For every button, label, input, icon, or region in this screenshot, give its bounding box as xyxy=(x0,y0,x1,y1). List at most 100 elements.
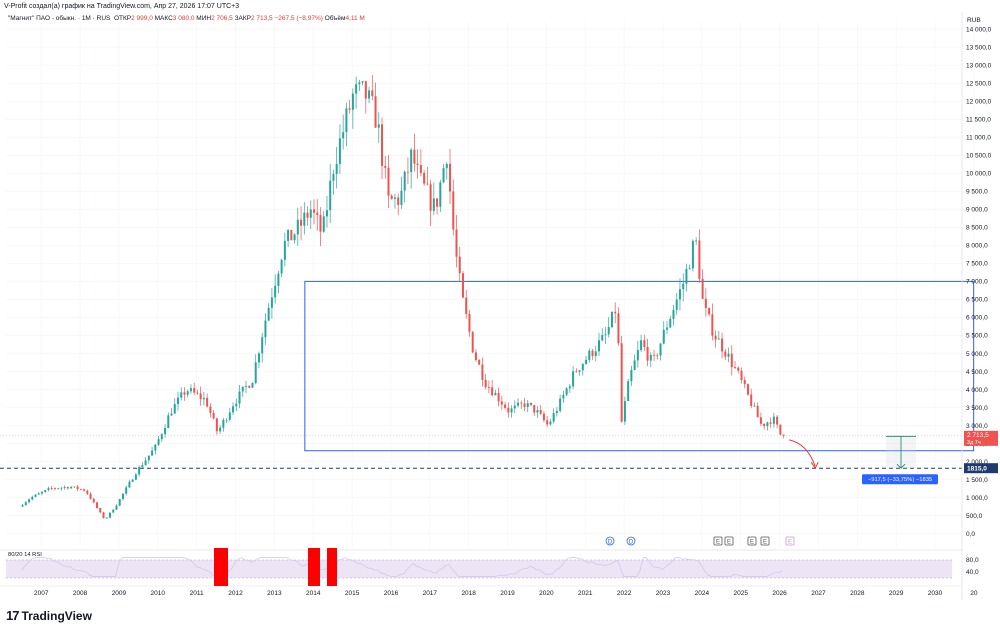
candle-body xyxy=(597,340,601,352)
candle-body xyxy=(458,256,461,274)
x-tick-label: 2020 xyxy=(539,590,554,597)
candle-body xyxy=(708,308,711,315)
y-tick-label: 2 000,0 xyxy=(966,459,988,466)
low-value: 2 706,5 xyxy=(211,15,233,22)
high-value: 3 080,0 xyxy=(172,15,195,22)
candle-body xyxy=(416,163,419,166)
candle-body xyxy=(79,489,82,490)
x-tick-label: 2022 xyxy=(617,590,632,597)
candle-body xyxy=(539,410,542,414)
candle-body xyxy=(381,124,384,166)
candle-body xyxy=(157,439,160,445)
candles xyxy=(21,74,785,519)
candle-body xyxy=(581,363,584,371)
candle-body xyxy=(400,190,403,205)
candle-body xyxy=(319,215,322,232)
event-marker-label: E xyxy=(763,540,767,546)
close-value: 2 713,5 xyxy=(250,15,273,22)
candle-body xyxy=(439,182,442,207)
candle-body xyxy=(180,392,183,398)
candle-body xyxy=(649,354,652,361)
level-tag-bg xyxy=(964,463,998,474)
y-tick-label: 9 000,0 xyxy=(966,207,988,214)
candle-body xyxy=(698,240,701,279)
x-tick-label: 2026 xyxy=(772,590,787,597)
candle-body xyxy=(653,354,656,356)
y-tick-label: 4 000,0 xyxy=(966,387,988,394)
candle-body xyxy=(228,412,231,420)
candle-body xyxy=(669,318,672,328)
y-tick-label: 8 500,0 xyxy=(966,225,988,232)
candle-body xyxy=(73,486,76,488)
candle-body xyxy=(387,167,390,196)
candle-body xyxy=(121,493,124,500)
candle-body xyxy=(500,401,503,405)
y-tick-label: 8 000,0 xyxy=(966,243,988,250)
volume-label: Объём xyxy=(324,15,346,22)
y-tick-label: 6 000,0 xyxy=(966,315,988,322)
x-tick-label: 2023 xyxy=(656,590,671,597)
symbol-name[interactable]: "Магнит" ПАО - обыкн. · 1М · RUS xyxy=(8,15,111,22)
candle-body xyxy=(614,311,617,314)
tradingview-logo[interactable]: 17 TradingView xyxy=(6,608,92,623)
candle-body xyxy=(627,381,630,402)
candle-body xyxy=(170,413,173,416)
candle-body xyxy=(89,493,92,499)
candle-body xyxy=(202,397,205,400)
x-tick-label: 2008 xyxy=(73,590,88,597)
volume-value: 4,11 М xyxy=(345,15,365,22)
candle-body xyxy=(701,278,704,299)
event-earnings-icon xyxy=(760,536,770,546)
y-tick-label: 12 000,0 xyxy=(966,99,992,106)
candle-body xyxy=(274,285,277,298)
candle-body xyxy=(238,391,241,404)
rsi-tick-label: 80,0 xyxy=(966,557,979,564)
candle-body xyxy=(147,455,150,461)
candle-body xyxy=(76,486,79,490)
candle-body xyxy=(717,338,720,340)
candle-body xyxy=(724,351,727,357)
candle-body xyxy=(193,388,196,393)
rsi-overbought-highlight xyxy=(308,548,320,586)
x-tick-label: 2025 xyxy=(733,590,748,597)
candle-body xyxy=(134,474,137,480)
candle-body xyxy=(546,420,549,425)
candle-body xyxy=(413,149,416,164)
candle-body xyxy=(678,289,681,300)
candle-body xyxy=(364,81,367,99)
candle-body xyxy=(468,313,471,332)
candle-body xyxy=(342,132,345,139)
candle-body xyxy=(529,403,532,406)
candle-body xyxy=(672,309,675,319)
candle-body xyxy=(248,386,251,388)
candle-body xyxy=(199,393,202,400)
candle-body xyxy=(128,481,131,488)
projection-arrow xyxy=(789,439,816,467)
candle-body xyxy=(542,413,545,421)
candle-body xyxy=(377,124,380,128)
candle-body xyxy=(578,370,581,372)
x-tick-label: 2024 xyxy=(695,590,710,597)
candle-body xyxy=(572,371,575,387)
candle-body xyxy=(355,84,358,94)
candle-body xyxy=(507,407,510,413)
candle-body xyxy=(99,508,102,513)
x-tick-label: 2011 xyxy=(190,590,204,597)
candle-body xyxy=(176,397,179,405)
candle-body xyxy=(393,197,396,199)
currency-label: RUB xyxy=(967,17,981,24)
close-label: ЗАКР xyxy=(234,15,251,22)
candle-body xyxy=(24,502,27,506)
candle-body xyxy=(112,509,115,513)
y-tick-label: 10 000,0 xyxy=(966,171,992,178)
y-tick-label: 3 000,0 xyxy=(966,423,988,430)
x-tick-label: 2019 xyxy=(500,590,515,597)
candle-body xyxy=(108,512,111,518)
candle-body xyxy=(225,419,228,421)
candle-body xyxy=(484,379,487,388)
rsi-overbought-highlight xyxy=(327,548,337,586)
y-tick-label: 5 500,0 xyxy=(966,333,988,340)
